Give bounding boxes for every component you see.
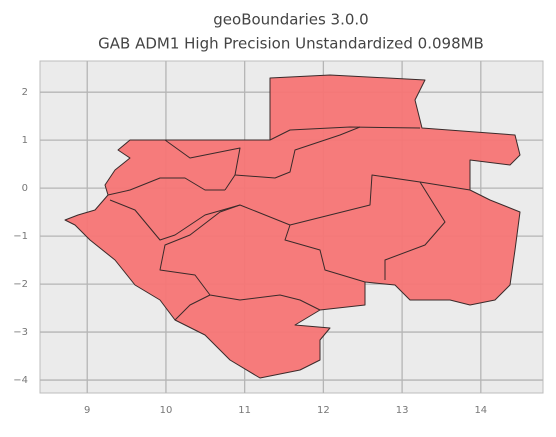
x-tick-label: 12 [317, 405, 330, 416]
chart-subtitle: GAB ADM1 High Precision Unstandardized 0… [98, 35, 484, 53]
y-tick-label: 1 [22, 135, 28, 146]
x-tick-label: 11 [238, 405, 251, 416]
province-border [164, 139, 241, 191]
map [64, 74, 521, 379]
country-outline [64, 74, 521, 379]
x-tick-label: 13 [396, 405, 409, 416]
y-tick-label: −1 [13, 231, 28, 242]
province-border [159, 204, 321, 311]
chart-title: geoBoundaries 3.0.0 [213, 11, 368, 29]
y-tick-label: −4 [13, 375, 28, 386]
province-border [174, 294, 211, 321]
x-tick-label: 14 [474, 405, 487, 416]
province-border [284, 224, 366, 283]
province-border [269, 126, 421, 141]
y-tick-label: 0 [22, 183, 28, 194]
y-tick-label: −2 [13, 279, 28, 290]
x-tick-label: 10 [160, 405, 173, 416]
y-tick-label: 2 [22, 87, 28, 98]
province-border [419, 181, 471, 191]
x-tick-label: 9 [84, 405, 90, 416]
province-border [234, 126, 361, 179]
province-border [107, 177, 225, 196]
y-tick-label: −3 [13, 327, 28, 338]
province-border [109, 174, 446, 280]
